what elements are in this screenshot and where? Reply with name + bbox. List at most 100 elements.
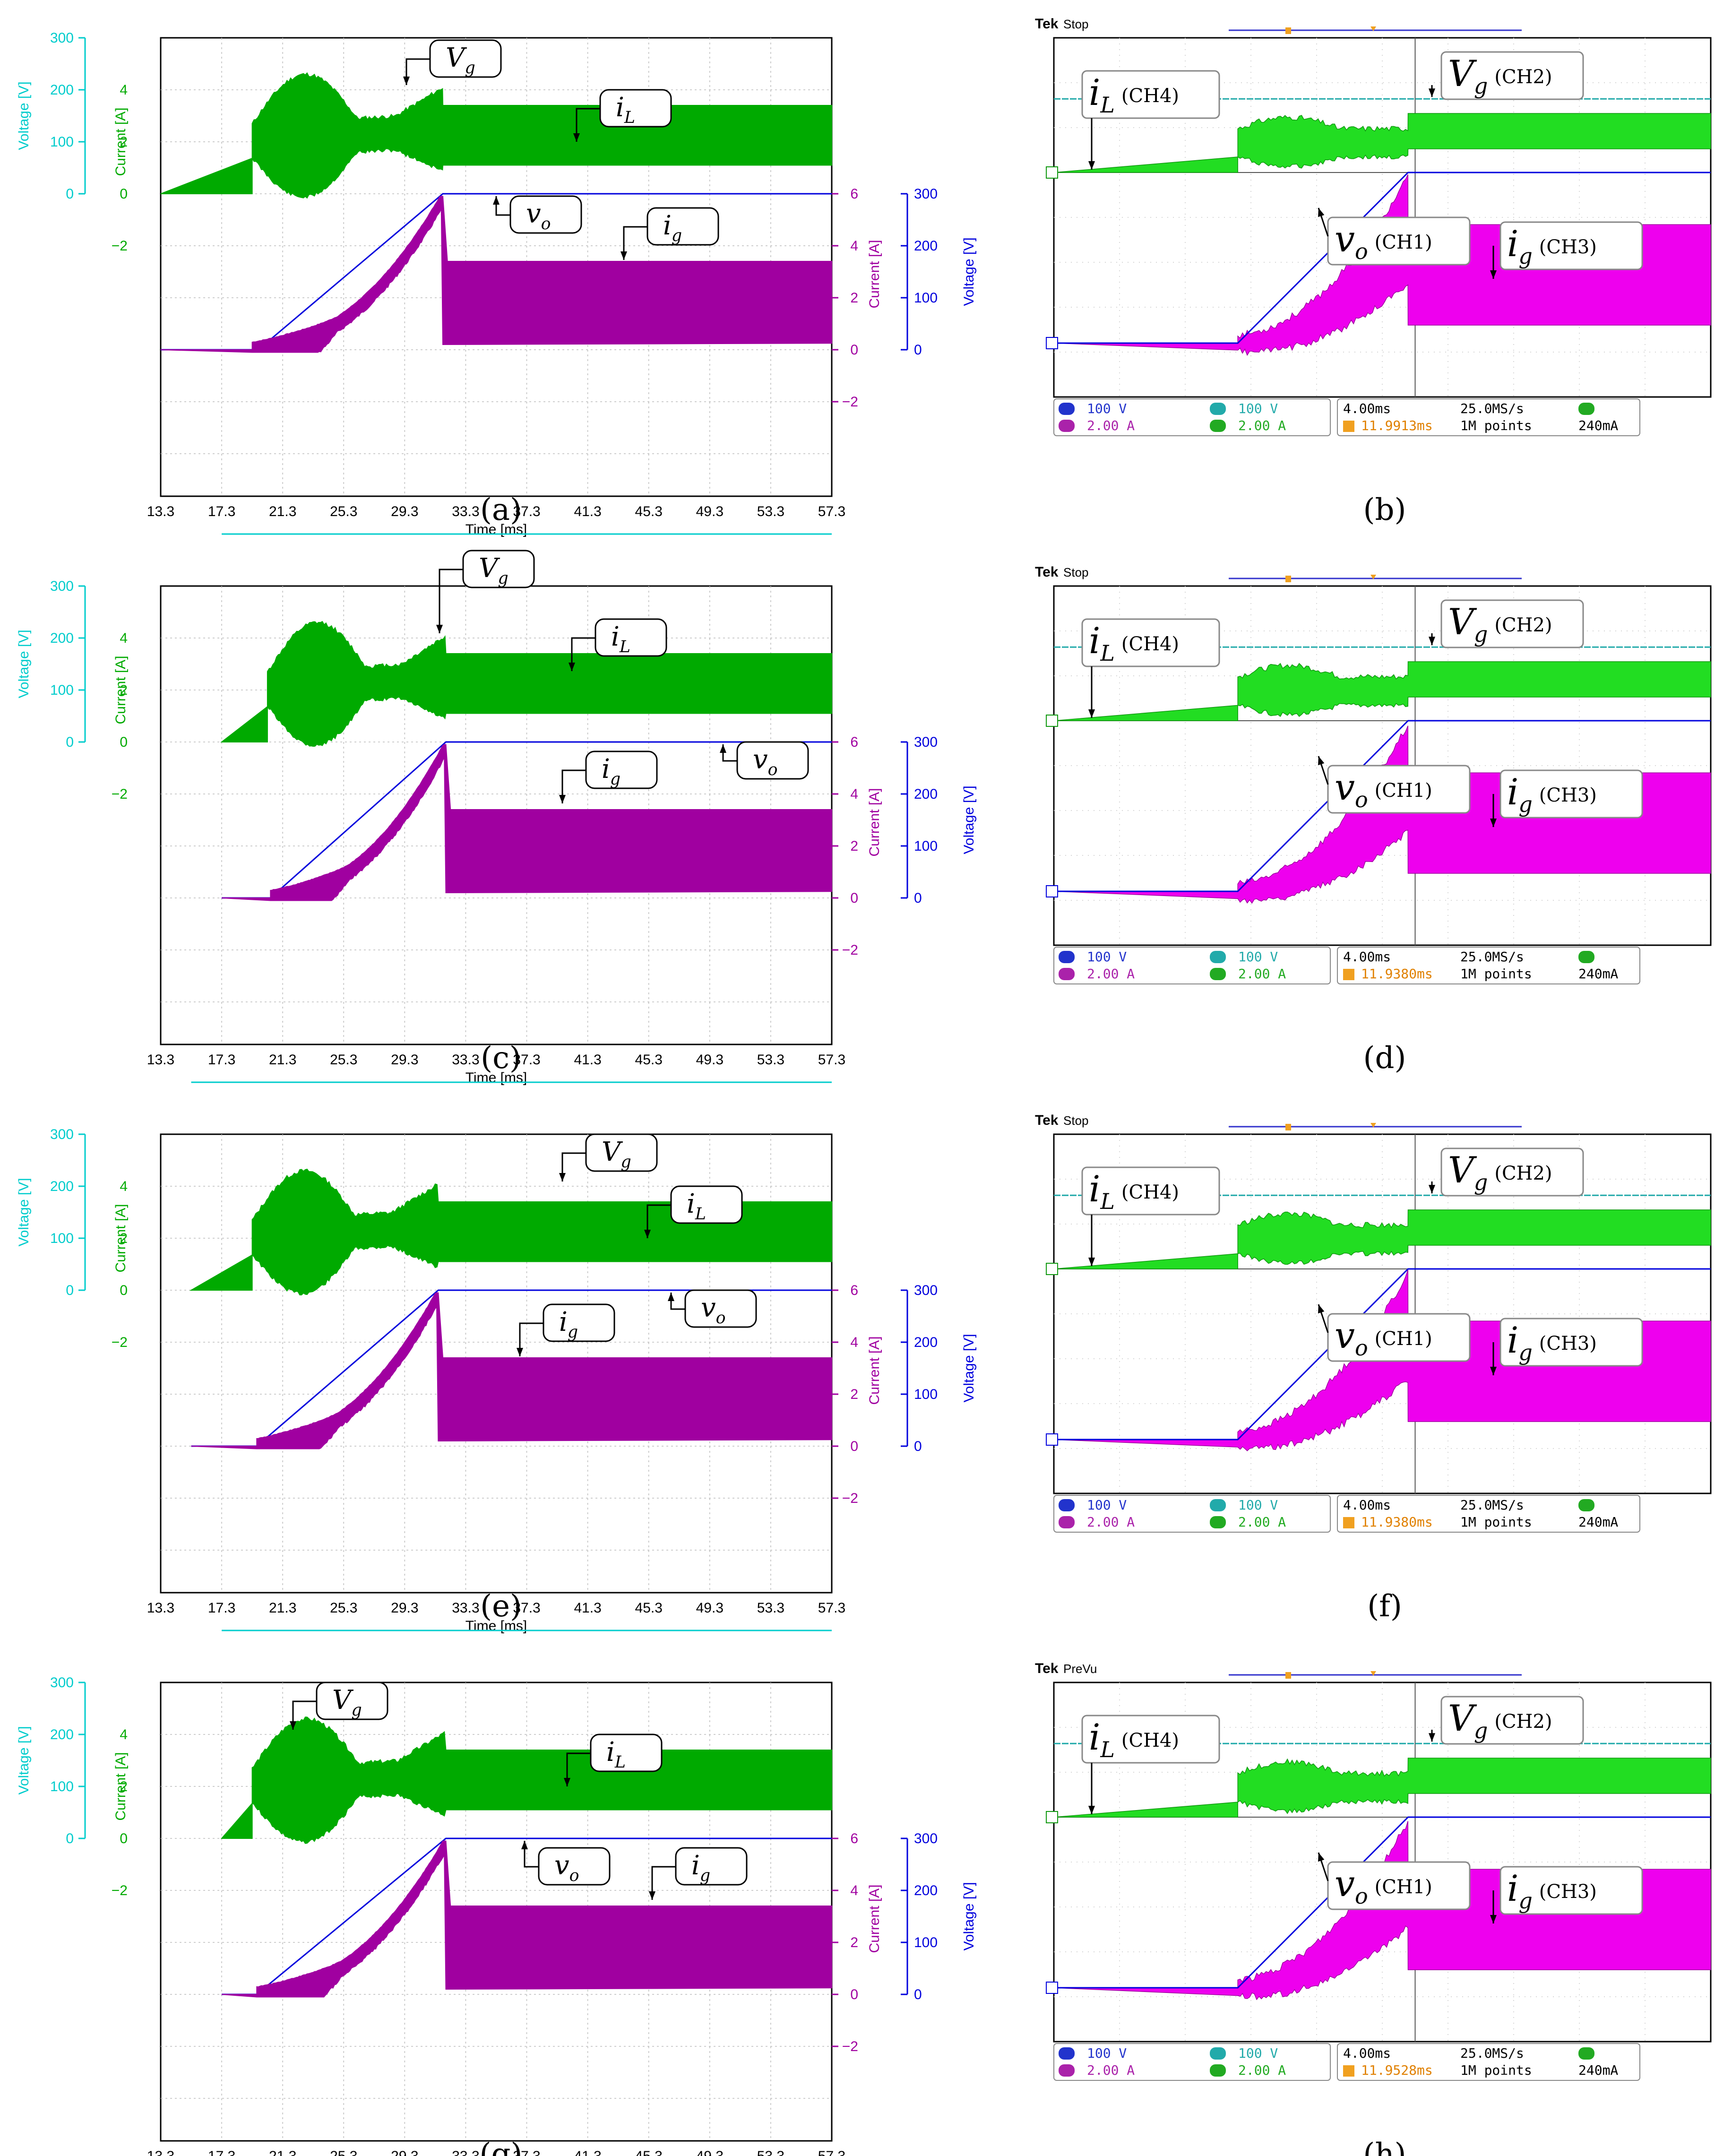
scope-il-arrow-head bbox=[1088, 1258, 1095, 1266]
scope-ig-label: ig (CH3) bbox=[1499, 1866, 1643, 1915]
ig-label-symbol: i bbox=[663, 210, 672, 241]
x-tick-label: 45.3 bbox=[635, 2148, 663, 2156]
scope-channel-box bbox=[1053, 398, 1331, 436]
left-voltage-tick-label: 100 bbox=[50, 1779, 74, 1794]
ig-trace bbox=[160, 196, 832, 353]
scope-il-label: iL (CH4) bbox=[1081, 1715, 1220, 1764]
scope-il-arrow-head bbox=[1088, 709, 1095, 718]
caption-a: (a) bbox=[480, 492, 522, 527]
ig-label-text: ig bbox=[663, 210, 682, 245]
x-tick-label: 17.3 bbox=[208, 504, 235, 519]
vg-arrow bbox=[292, 1700, 317, 1730]
il-trace bbox=[220, 1716, 832, 1844]
trigger-position: 11.9913ms bbox=[1361, 418, 1433, 433]
scope-ig-label-symbol: i bbox=[1507, 771, 1518, 813]
x-tick-label: 25.3 bbox=[330, 2148, 357, 2156]
ig-trace bbox=[191, 1292, 832, 1449]
ig-label-text: ig bbox=[559, 1307, 578, 1342]
x-tick-label: 21.3 bbox=[269, 504, 296, 519]
il-label: iL bbox=[590, 1733, 663, 1772]
scope-il-label-subscript: L bbox=[1100, 1737, 1115, 1762]
scope-time-box bbox=[1337, 2043, 1640, 2081]
scope-il-arrow-head bbox=[1088, 161, 1095, 170]
current-axis-label: Current [A] bbox=[113, 1752, 129, 1820]
il-trace bbox=[189, 1168, 832, 1295]
x-tick-label: 49.3 bbox=[696, 1052, 724, 1068]
ch4-marker-icon bbox=[1046, 1811, 1058, 1823]
vo-label-subscript: o bbox=[768, 760, 778, 779]
x-tick-label: 41.3 bbox=[574, 2148, 601, 2156]
vo-label-subscript: o bbox=[716, 1309, 726, 1328]
scope-ig-label-text: ig (CH3) bbox=[1507, 1319, 1597, 1365]
il-arrow-head bbox=[644, 1230, 651, 1238]
sim-panel-c: 13.3 17.3 21.3 25.3 29.3 33.3 37.3 41.3 45.3 49.3… bbox=[16, 533, 977, 1086]
sample-rate: 25.0MS/s bbox=[1460, 2045, 1524, 2061]
ig-label-box bbox=[646, 207, 719, 246]
left-voltage-tick-label: 100 bbox=[50, 1231, 74, 1246]
scope-vo-label-channel: (CH1) bbox=[1375, 780, 1432, 802]
vg-label-subscript: g bbox=[498, 569, 508, 588]
scope-vg-label-text: Vg (CH2) bbox=[1448, 52, 1552, 99]
scope-il-label: iL (CH4) bbox=[1081, 1166, 1220, 1216]
scope-il-trace bbox=[1053, 113, 1711, 173]
timebase: 4.00ms bbox=[1343, 401, 1391, 416]
ch4-scale: 2.00 A bbox=[1238, 966, 1286, 982]
vo-label-subscript: o bbox=[569, 1866, 579, 1885]
right-current-tick-label: 6 bbox=[850, 186, 858, 202]
vo-arrow bbox=[524, 1841, 539, 1868]
center-marker-icon bbox=[1370, 1123, 1376, 1128]
scope-vg-label-subscript: g bbox=[1474, 73, 1488, 99]
ig-arrow bbox=[651, 1866, 676, 1900]
current-tick-label: −2 bbox=[112, 786, 128, 802]
ch1-scale: 100 V bbox=[1087, 401, 1127, 416]
right-current-tick-label: 2 bbox=[850, 838, 858, 854]
x-tick-label: 57.3 bbox=[818, 1052, 845, 1068]
scope-brand: Tek bbox=[1035, 564, 1059, 580]
ch1-badge-icon bbox=[1059, 403, 1075, 415]
ch2-badge-icon bbox=[1210, 2047, 1226, 2060]
ig-arrow-head bbox=[559, 795, 566, 803]
trigger-pos-icon bbox=[1285, 1672, 1291, 1679]
scope-channel-box bbox=[1053, 947, 1331, 984]
center-marker-icon bbox=[1370, 575, 1376, 579]
vo-label: vo bbox=[509, 195, 582, 234]
ch3-badge-icon bbox=[1059, 968, 1075, 980]
scope-vg-label-text: Vg (CH2) bbox=[1448, 1149, 1552, 1195]
scope-vo-label-text: vo (CH1) bbox=[1335, 1314, 1432, 1361]
ch2-scale: 100 V bbox=[1238, 949, 1278, 965]
current-tick-label: 2 bbox=[120, 1231, 128, 1246]
left-voltage-tick-label: 300 bbox=[50, 30, 74, 46]
scope-il-label-box bbox=[1081, 1166, 1220, 1216]
scope-ig-label: ig (CH3) bbox=[1499, 769, 1643, 819]
right-voltage-tick-label: 0 bbox=[914, 1987, 922, 2002]
scope-vg-arrow-head bbox=[1429, 1733, 1435, 1742]
right-voltage-tick-label: 300 bbox=[914, 1831, 938, 1846]
ch4-marker-icon bbox=[1046, 166, 1058, 179]
scope-vo-arrow-head bbox=[1318, 1853, 1325, 1862]
scope-ig-label-box bbox=[1499, 221, 1643, 270]
ig-label-subscript: g bbox=[568, 1323, 578, 1342]
scope-ig-label-channel: (CH3) bbox=[1539, 236, 1597, 258]
scope-ig-label-channel: (CH3) bbox=[1539, 1881, 1597, 1903]
trigger-pos-icon bbox=[1285, 27, 1291, 34]
right-current-tick-label: 2 bbox=[850, 290, 858, 306]
vg-label-symbol: V bbox=[602, 1137, 623, 1167]
trigger-source-icon bbox=[1578, 1499, 1594, 1511]
ch2-scale: 100 V bbox=[1238, 401, 1278, 416]
x-tick-label: 57.3 bbox=[818, 1600, 845, 1616]
sample-rate: 25.0MS/s bbox=[1460, 949, 1524, 965]
right-current-tick-label: 6 bbox=[850, 1283, 858, 1298]
il-label-text: iL bbox=[687, 1189, 706, 1224]
ig-label: ig bbox=[675, 1847, 748, 1886]
current-axis-label: Current [A] bbox=[113, 1204, 129, 1272]
scope-vg-label-channel: (CH2) bbox=[1494, 1163, 1552, 1184]
trigger-position: 11.9528ms bbox=[1361, 2062, 1433, 2078]
ch1-marker-icon bbox=[1046, 337, 1058, 349]
il-trace bbox=[220, 621, 832, 747]
vg-arrow-head bbox=[436, 625, 443, 633]
ig-label-text: ig bbox=[691, 1850, 710, 1885]
right-current-tick-label: 2 bbox=[850, 1935, 858, 1950]
left-voltage-label: Voltage [V] bbox=[16, 1178, 32, 1246]
trigger-level: 240mA bbox=[1578, 418, 1618, 433]
